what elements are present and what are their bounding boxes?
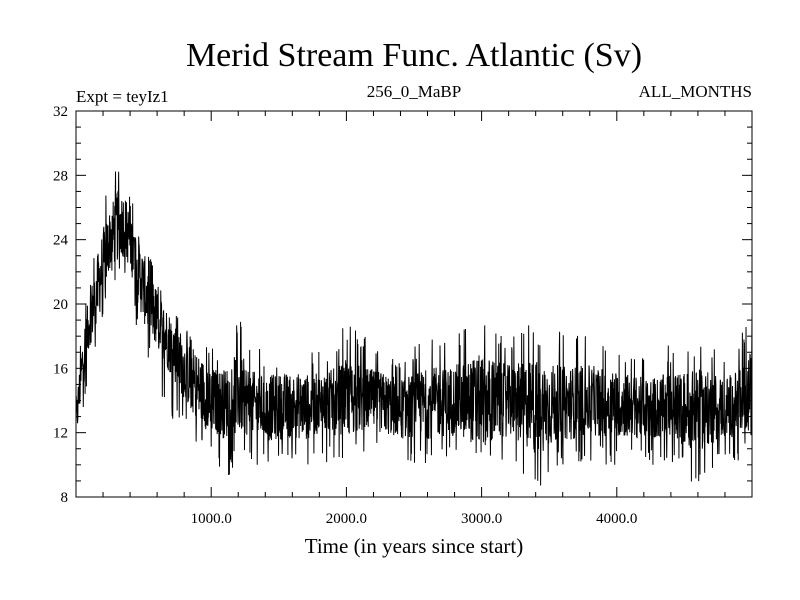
x-tick-label: 3000.0 xyxy=(461,511,502,527)
y-tick-label: 20 xyxy=(53,297,68,313)
axis-ticks-layer: 8 12 16 20 24 28 32 1000.0 2000.0 3000.0 4000.0 xyxy=(53,104,752,527)
y-tick-label: 12 xyxy=(53,426,68,442)
y-tick-label: 8 xyxy=(61,490,69,506)
y-tick-label: 16 xyxy=(53,361,69,377)
y-tick-label: 28 xyxy=(53,168,68,184)
experiment-label: Expt = teyIz1 xyxy=(76,87,169,106)
x-tick-label: 1000.0 xyxy=(191,511,232,527)
chart-title: Merid Stream Func. Atlantic (Sv) xyxy=(186,37,642,74)
months-label: ALL_MONTHS xyxy=(639,82,752,101)
x-axis-label: Time (in years since start) xyxy=(305,534,524,558)
period-label: 256_0_MaBP xyxy=(367,82,461,101)
x-tick-label: 4000.0 xyxy=(596,511,637,527)
y-tick-label: 32 xyxy=(53,104,68,120)
y-tick-label: 24 xyxy=(53,233,69,249)
data-series-layer xyxy=(75,171,753,486)
series-line xyxy=(75,171,753,486)
x-tick-label: 2000.0 xyxy=(326,511,367,527)
plot-frame xyxy=(75,110,753,498)
